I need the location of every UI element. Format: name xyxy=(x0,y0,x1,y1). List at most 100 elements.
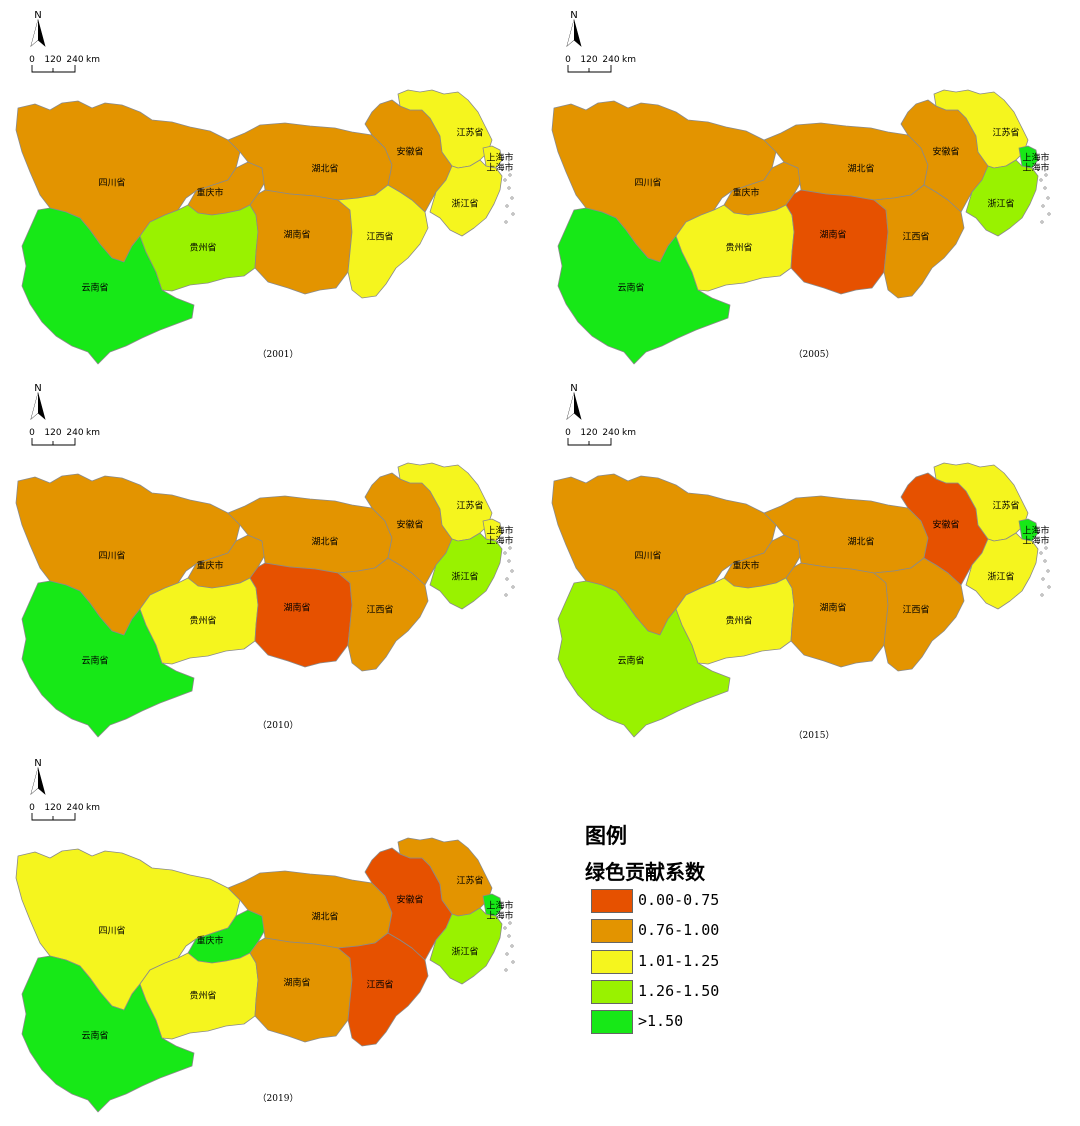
province-yunnan xyxy=(557,207,731,365)
province-label-hubei: 湖北省 xyxy=(311,536,338,548)
province-label-shanghai: 上海市 xyxy=(1022,162,1049,174)
legend-label: 0.00-0.75 xyxy=(638,891,720,909)
legend-item: 1.01-1.25 xyxy=(585,950,845,974)
compass-north-label: N xyxy=(34,383,41,394)
legend-swatch xyxy=(591,980,633,1004)
legend-item: 1.26-1.50 xyxy=(585,980,845,1004)
province-label-hubei: 湖北省 xyxy=(311,163,338,175)
province-label-chongqing: 重庆市 xyxy=(732,560,759,572)
scale-bar-tick-label: 240 xyxy=(66,55,83,65)
province-shanghai xyxy=(1018,518,1039,542)
province-label-shanghai: 上海市 xyxy=(486,152,513,164)
province-label-jiangsu: 江苏省 xyxy=(992,500,1019,512)
province-hunan xyxy=(249,189,353,295)
province-yunnan xyxy=(21,955,195,1113)
province-label-shanghai: 上海市 xyxy=(1022,152,1049,164)
map-year-label: （2019） xyxy=(258,1093,299,1104)
legend-item: >1.50 xyxy=(585,1010,845,1034)
scale-bar xyxy=(31,65,76,73)
province-zhejiang xyxy=(429,907,503,985)
map-year-label: （2010） xyxy=(258,720,299,731)
province-label-shanghai: 上海市 xyxy=(486,162,513,174)
compass-north-label: N xyxy=(34,758,41,769)
map-panel-2015: N 0 120 240 km 四川省 重庆市 云南省 贵州省 湖北省 湖南省 江西省 安徽省 江苏省 浙江省… xyxy=(536,373,1076,748)
legend-label: >1.50 xyxy=(638,1012,684,1030)
province-label-jiangsu: 江苏省 xyxy=(456,127,483,139)
province-label-anhui: 安徽省 xyxy=(396,146,423,158)
scale-bar-tick-label: 120 xyxy=(44,55,61,65)
scale-bar xyxy=(31,438,76,446)
legend-label: 1.26-1.50 xyxy=(638,982,720,1000)
province-label-zhejiang: 浙江省 xyxy=(451,946,478,958)
scale-bar-tick-label: 120 xyxy=(44,803,61,813)
province-label-chongqing: 重庆市 xyxy=(196,187,223,199)
province-label-zhejiang: 浙江省 xyxy=(451,198,478,210)
province-label-hubei: 湖北省 xyxy=(311,911,338,923)
province-label-sichuan: 四川省 xyxy=(98,550,125,562)
province-hunan xyxy=(785,189,889,295)
province-label-guizhou: 贵州省 xyxy=(189,990,216,1002)
province-label-sichuan: 四川省 xyxy=(98,925,125,937)
scale-bar-tick-label: 120 xyxy=(44,428,61,438)
map-panel-2005: N 0 120 240 km 四川省 重庆市 云南省 贵州省 湖北省 湖南省 江西省 安徽省 江苏省 浙江省… xyxy=(536,0,1076,375)
province-zhejiang xyxy=(965,532,1039,610)
province-label-hubei: 湖北省 xyxy=(847,536,874,548)
province-hunan xyxy=(785,562,889,668)
scale-bar-unit: km xyxy=(86,428,100,438)
scale-bar-tick-label: 240 xyxy=(602,428,619,438)
scale-bar-unit: km xyxy=(622,55,636,65)
compass-north-label: N xyxy=(570,383,577,394)
province-label-jiangsu: 江苏省 xyxy=(992,127,1019,139)
compass-north-label: N xyxy=(34,10,41,21)
scale-bar-tick-label: 120 xyxy=(580,428,597,438)
scale-bar-tick-label: 120 xyxy=(580,55,597,65)
province-label-chongqing: 重庆市 xyxy=(196,560,223,572)
province-label-jiangxi: 江西省 xyxy=(366,231,393,243)
map-legend: 图例 绿色贡献系数 0.00-0.75 0.76-1.00 1.01-1.25 … xyxy=(585,820,885,1050)
legend-title: 图例 xyxy=(585,823,627,848)
scale-bar-unit: km xyxy=(86,803,100,813)
province-shanghai xyxy=(482,518,503,542)
province-yunnan xyxy=(557,580,731,738)
map-panel-2010: N 0 120 240 km 四川省 重庆市 云南省 贵州省 湖北省 湖南省 江西省 安徽省 江苏省 浙江省… xyxy=(0,373,540,748)
province-zhejiang xyxy=(429,159,503,237)
province-label-sichuan: 四川省 xyxy=(634,177,661,189)
scale-bar-unit: km xyxy=(86,55,100,65)
province-label-guizhou: 贵州省 xyxy=(189,615,216,627)
province-label-hubei: 湖北省 xyxy=(847,163,874,175)
scale-bar xyxy=(567,65,612,73)
province-zhejiang xyxy=(965,159,1039,237)
province-label-jiangxi: 江西省 xyxy=(366,979,393,991)
province-label-hunan: 湖南省 xyxy=(819,229,846,241)
legend-subtitle: 绿色贡献系数 xyxy=(585,860,705,884)
province-label-hunan: 湖南省 xyxy=(283,229,310,241)
province-label-shanghai: 上海市 xyxy=(486,535,513,547)
province-label-hunan: 湖南省 xyxy=(283,977,310,989)
province-label-yunnan: 云南省 xyxy=(81,655,108,667)
province-hunan xyxy=(249,937,353,1043)
legend-swatch xyxy=(591,950,633,974)
province-label-hunan: 湖南省 xyxy=(283,602,310,614)
province-shanghai xyxy=(1018,145,1039,169)
province-shanghai xyxy=(482,145,503,169)
province-label-anhui: 安徽省 xyxy=(396,519,423,531)
province-label-shanghai: 上海市 xyxy=(486,910,513,922)
province-label-yunnan: 云南省 xyxy=(81,1030,108,1042)
province-label-zhejiang: 浙江省 xyxy=(987,198,1014,210)
compass-north-label: N xyxy=(570,10,577,21)
scale-bar xyxy=(567,438,612,446)
legend-label: 0.76-1.00 xyxy=(638,921,720,939)
province-yunnan xyxy=(21,580,195,738)
province-label-zhejiang: 浙江省 xyxy=(451,571,478,583)
province-label-shanghai: 上海市 xyxy=(1022,535,1049,547)
province-label-shanghai: 上海市 xyxy=(486,900,513,912)
province-label-jiangsu: 江苏省 xyxy=(456,500,483,512)
province-label-sichuan: 四川省 xyxy=(634,550,661,562)
map-year-label: （2005） xyxy=(794,349,835,360)
province-label-jiangxi: 江西省 xyxy=(902,604,929,616)
